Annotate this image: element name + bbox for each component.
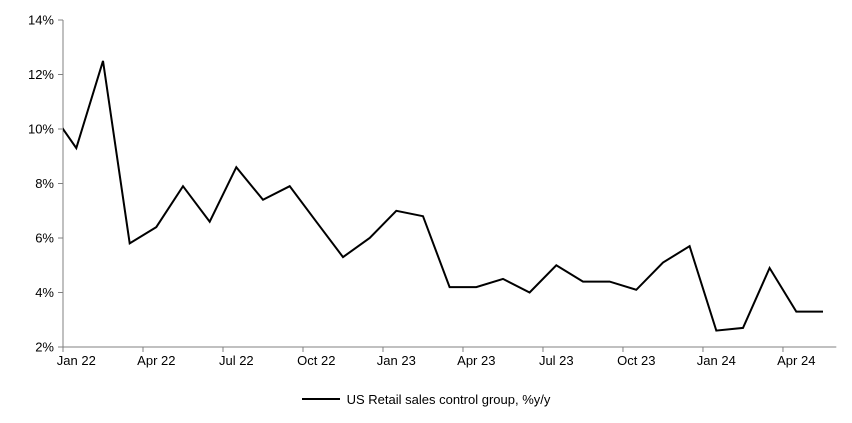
y-tick-label: 10%: [28, 122, 54, 137]
axes: [58, 19, 837, 352]
x-tick-label: Jan 24: [697, 353, 736, 368]
y-tick-label: 4%: [35, 285, 54, 300]
y-tick-label: 6%: [35, 231, 54, 246]
chart-legend: US Retail sales control group, %y/y: [0, 384, 852, 414]
series-line: [63, 60, 823, 332]
legend-line-swatch: [301, 398, 340, 400]
x-tick-label: Oct 22: [297, 353, 335, 368]
y-tick-label: 12%: [28, 67, 54, 82]
x-tick-label: Jan 23: [377, 353, 416, 368]
x-tick-label: Oct 23: [617, 353, 655, 368]
x-tick-label: Apr 22: [137, 353, 175, 368]
x-tick-label: Jul 23: [539, 353, 574, 368]
y-tick-label: 2%: [35, 340, 54, 355]
x-axis-labels: Jan 22 Apr 22 Jul 22 Oct 22 Jan 23 Apr 23 Jul …: [57, 353, 816, 368]
x-tick-label: Jul 22: [219, 353, 254, 368]
x-tick-label: Apr 23: [457, 353, 495, 368]
y-tick-label: 8%: [35, 176, 54, 191]
y-tick-label: 14%: [28, 13, 54, 28]
x-tick-label: Apr 24: [777, 353, 815, 368]
y-axis-labels: 2% 4% 6% 8% 10% 12% 14%: [28, 13, 54, 355]
legend-label: US Retail sales control group, %y/y: [346, 391, 551, 407]
x-tick-label: Jan 22: [57, 353, 96, 368]
chart-plot-area: 2% 4% 6% 8% 10% 12% 14% Jan 22 Apr 22 Jul 22 Oct 2…: [28, 13, 837, 368]
